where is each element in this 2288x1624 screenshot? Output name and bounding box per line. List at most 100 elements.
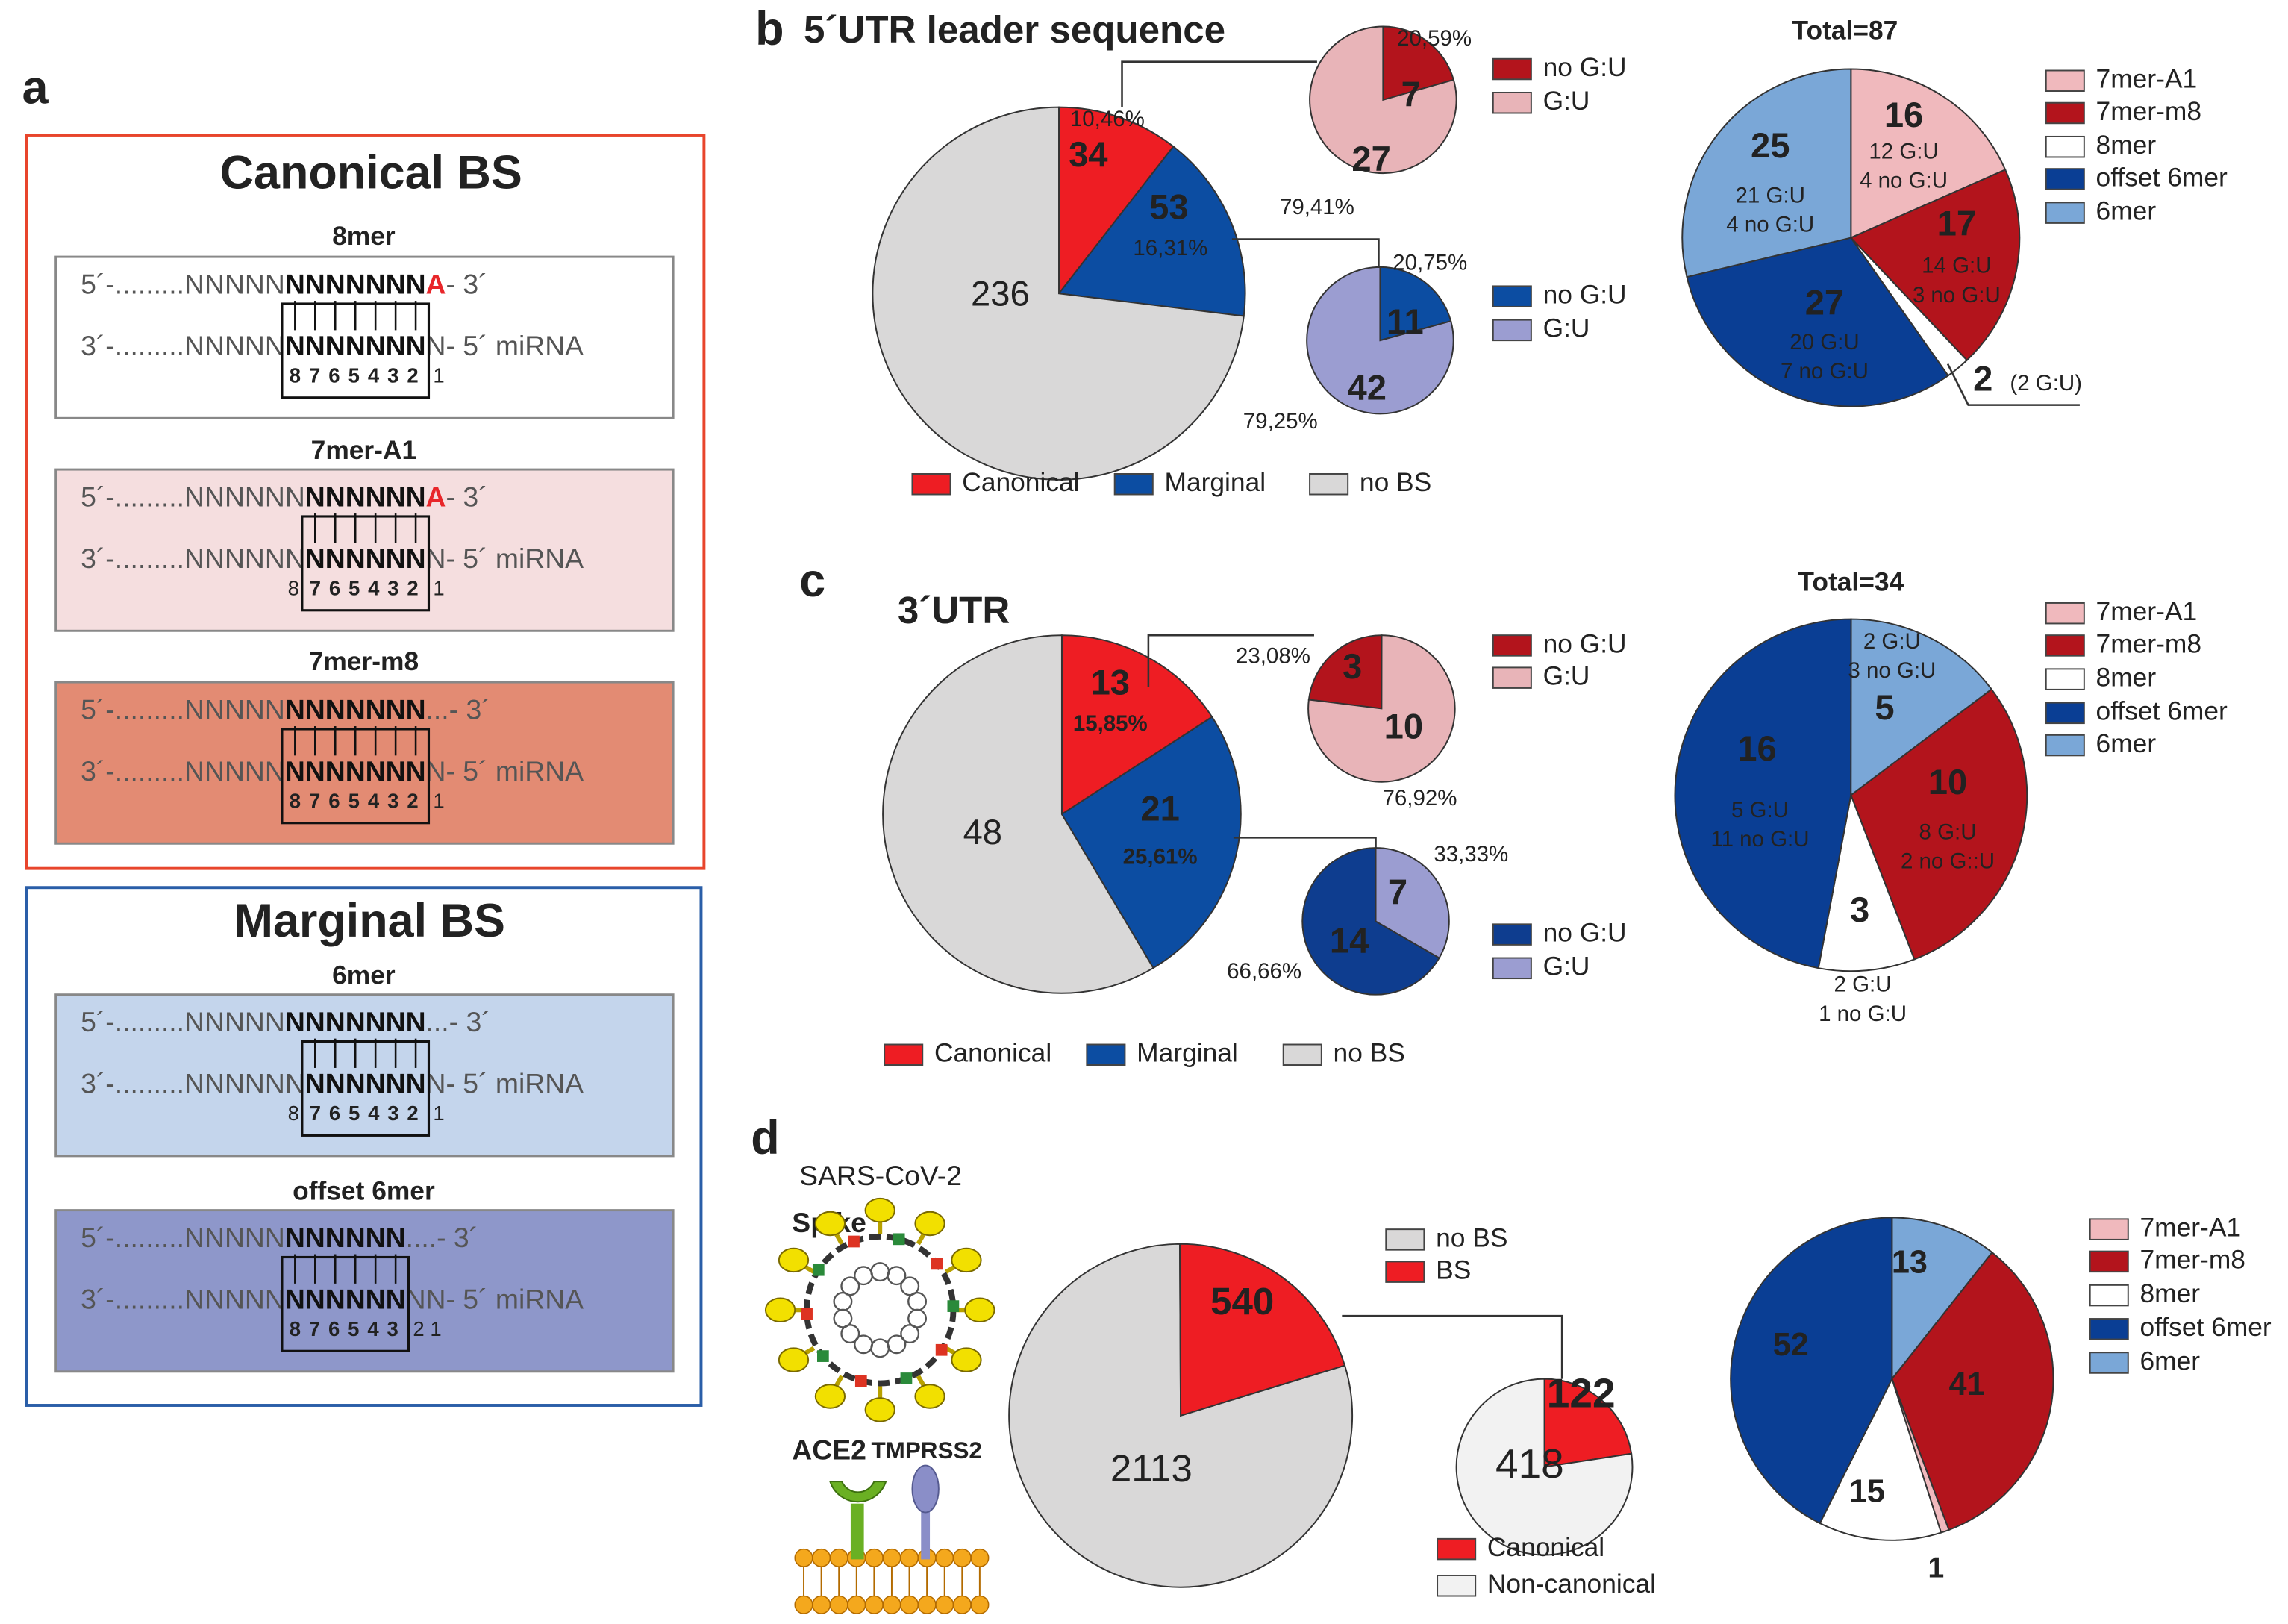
pie-slice — [1686, 237, 1949, 407]
value-label: 13 — [1091, 662, 1130, 702]
rna-coil — [907, 1308, 928, 1328]
percent-label: 20,75% — [1393, 251, 1467, 275]
position-number: 1 — [433, 577, 444, 600]
legend-label: no BS — [1360, 468, 1431, 497]
rna-coil — [870, 1262, 890, 1282]
percent-label: 66,66% — [1227, 959, 1301, 984]
connector — [1121, 60, 1317, 107]
sequence: 3´-.........NNNNNNNNNNNNN- 5´ miRNA — [81, 1283, 584, 1314]
rna-coil — [870, 1338, 890, 1358]
value-label: 42 — [1348, 367, 1387, 407]
site-name: offset 6mer — [293, 1176, 435, 1205]
value-label: 14 — [1330, 920, 1369, 960]
legend-label: 7mer-A1 — [2139, 1213, 2241, 1242]
panel-label: a — [22, 62, 49, 114]
spike-head — [814, 1211, 846, 1237]
receptor-label: ACE2 — [792, 1434, 866, 1466]
membrane-head — [829, 1548, 848, 1567]
spike-head — [964, 1297, 995, 1322]
pie-slice — [1379, 266, 1452, 342]
site-box — [54, 993, 675, 1158]
legend-label: G:U — [1543, 314, 1590, 343]
membrane-head — [864, 1595, 884, 1614]
group-title: Canonical BS — [220, 147, 522, 199]
detail-label: 20 G:U — [1790, 330, 1859, 355]
value-label: 52 — [1773, 1327, 1809, 1363]
detail-label: 7 no G:U — [1781, 359, 1869, 384]
sequence-part: - 3´ — [446, 268, 488, 299]
sequence: 3´-.........NNNNNNNNNNNNN- 5´ miRNA — [81, 543, 584, 574]
membrane-head — [812, 1595, 831, 1614]
legend-swatch — [1492, 957, 1532, 980]
sequence-part: 3´-.........NNNNN — [81, 755, 285, 787]
value-label: 3 — [1343, 646, 1362, 686]
position-number: 8 — [288, 577, 299, 600]
envelope-protein — [801, 1308, 813, 1320]
membrane-head — [882, 1595, 901, 1614]
position-number: 8 — [288, 1102, 299, 1125]
membrane-head — [970, 1595, 990, 1614]
legend-label: offset 6mer — [2096, 697, 2228, 726]
legend-label: no G:U — [1543, 918, 1627, 947]
detail-label: 4 no G:U — [1860, 169, 1948, 193]
sequence-part: 5´-.........NNNNN — [81, 1222, 285, 1253]
group-frame — [25, 134, 706, 870]
value-label: 2113 — [1110, 1447, 1193, 1490]
value-label: 540 — [1210, 1280, 1274, 1322]
detail-label: 1 no G:U — [1819, 1002, 1907, 1026]
value-label: 11 — [1387, 302, 1424, 341]
membrane-head — [794, 1548, 813, 1567]
value-label: 21 — [1140, 788, 1179, 828]
sequence: 5´-.........NNNNNNNNNNNNA- 3´ — [81, 268, 487, 299]
site-name: 7mer-A1 — [311, 436, 417, 465]
rna-coil — [840, 1276, 860, 1296]
sequence-part: NNNNNN — [305, 481, 426, 512]
position-number: 8 7 6 5 4 3 2 — [290, 789, 419, 812]
membrane-head — [917, 1595, 937, 1614]
pie-slice — [1307, 634, 1456, 783]
connector — [1147, 634, 1314, 687]
site-box — [54, 255, 675, 419]
percent-label: 79,25% — [1243, 409, 1318, 434]
detail-label: 3 no G:U — [1913, 283, 2001, 307]
percent-label: 23,08% — [1236, 643, 1310, 668]
legend-swatch — [2045, 634, 2085, 657]
detail-label: 2 no G::U — [1901, 849, 1995, 874]
pie-slice — [872, 106, 1245, 481]
legend-swatch — [2045, 702, 2085, 725]
value-label: 1 — [1928, 1551, 1944, 1584]
legend-swatch — [2045, 69, 2085, 92]
sequence-part: 3´-.........NNNNN — [81, 1283, 285, 1314]
pie-slice — [1849, 169, 2021, 362]
group-title: Marginal BS — [234, 895, 505, 947]
detail-label: 2 G:U — [1863, 629, 1921, 654]
legend-label: Marginal — [1137, 1039, 1238, 1068]
percent-label: 10,46% — [1070, 107, 1145, 131]
connector — [1342, 1314, 1563, 1379]
legend-label: G:U — [1543, 662, 1590, 691]
value-label: 25 — [1751, 125, 1790, 165]
value-label: 7 — [1401, 74, 1421, 113]
value-label: 27 — [1351, 139, 1390, 178]
rna-coil — [833, 1291, 853, 1311]
value-label: 236 — [971, 274, 1030, 313]
spike-head — [814, 1384, 846, 1409]
rna-coil — [900, 1276, 920, 1296]
percent-label: 76,92% — [1383, 786, 1457, 811]
legend-swatch — [1492, 634, 1532, 657]
membrane-head — [899, 1595, 919, 1614]
spike-head — [951, 1347, 982, 1372]
sequence-part: N- 5´ miRNA — [426, 330, 584, 361]
envelope-protein — [854, 1375, 867, 1387]
membrane-head — [970, 1548, 990, 1567]
legend-label: 8mer — [2096, 131, 2157, 160]
value-label: 53 — [1149, 187, 1188, 227]
detail-label: 3 no G:U — [1848, 658, 1936, 683]
pie-slice — [1375, 847, 1450, 959]
detail-label: 2 G:U — [1834, 972, 1892, 997]
membrane-head — [899, 1548, 919, 1567]
sequence-part: ...- 3´ — [426, 693, 491, 725]
legend-label: 7mer-A1 — [2096, 65, 2198, 94]
membrane-head — [829, 1595, 848, 1614]
value-label: 17 — [1937, 203, 1976, 243]
